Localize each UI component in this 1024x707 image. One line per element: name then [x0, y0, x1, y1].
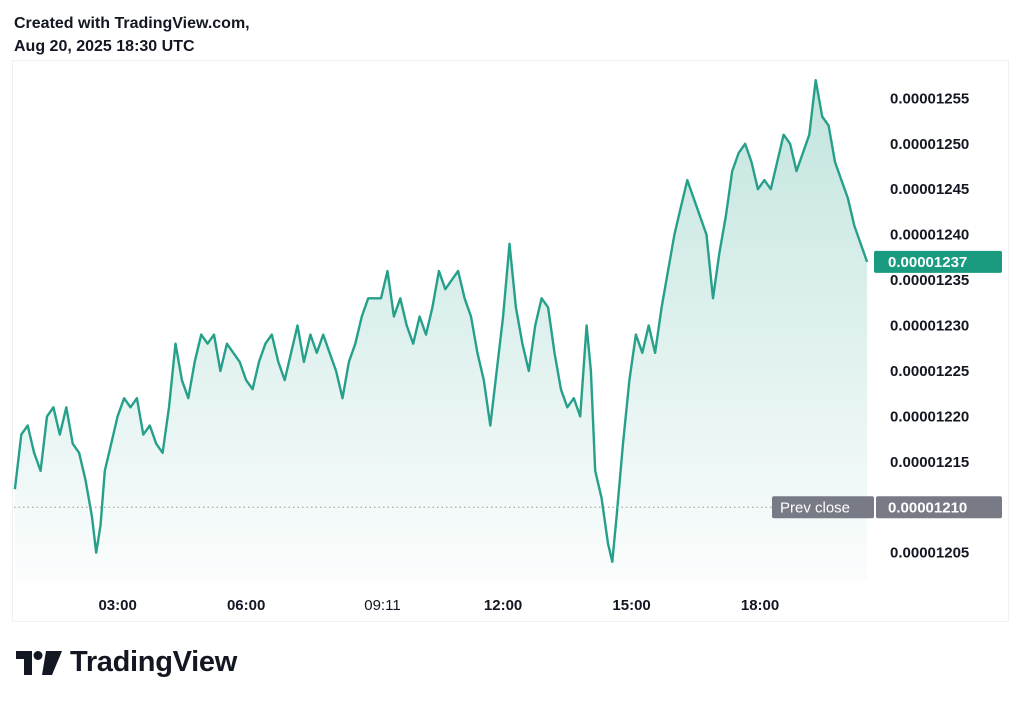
y-tick-label: 0.00001240 [890, 227, 969, 244]
y-tick-label: 0.00001205 [890, 545, 969, 562]
tradingview-logo-icon [16, 650, 62, 675]
prev-close-value-badge [876, 496, 1002, 519]
price-line [13, 79, 869, 563]
chart-frame [12, 60, 1009, 622]
y-tick-label: 0.00001230 [890, 318, 969, 335]
y-tick-label: 0.00001215 [890, 454, 969, 471]
tradingview-wordmark: TradingView [70, 646, 237, 678]
x-tick-label: 06:00 [227, 597, 265, 614]
x-tick-label: 12:00 [484, 597, 522, 614]
last-price-badge [874, 250, 1002, 273]
prev-close-value-label: 0.00001210 [888, 499, 967, 516]
created-with-text: Created with TradingView.com, [14, 15, 250, 32]
last-price-label: 0.00001237 [888, 254, 967, 271]
y-tick-label: 0.00001220 [890, 408, 969, 425]
y-tick-label: 0.00001245 [890, 181, 969, 198]
x-tick-label: 18:00 [741, 597, 779, 614]
y-tick-label: 0.00001225 [890, 363, 969, 380]
prev-close-label: Prev close [780, 499, 850, 516]
y-tick-label: 0.00001250 [890, 136, 969, 153]
x-tick-label: 03:00 [98, 597, 136, 614]
prev-close-badge [772, 496, 874, 519]
chart-header: Created with TradingView.com, Aug 20, 20… [14, 12, 250, 58]
x-tick-label: 15:00 [612, 597, 650, 614]
snapshot-timestamp: Aug 20, 2025 18:30 UTC [14, 38, 195, 55]
x-tick-label: 09:11 [364, 597, 400, 614]
y-tick-label: 0.00001235 [890, 272, 969, 289]
y-tick-label: 0.00001255 [890, 90, 969, 107]
price-area-fill [14, 80, 868, 580]
tradingview-brand[interactable]: TradingView [16, 646, 237, 679]
